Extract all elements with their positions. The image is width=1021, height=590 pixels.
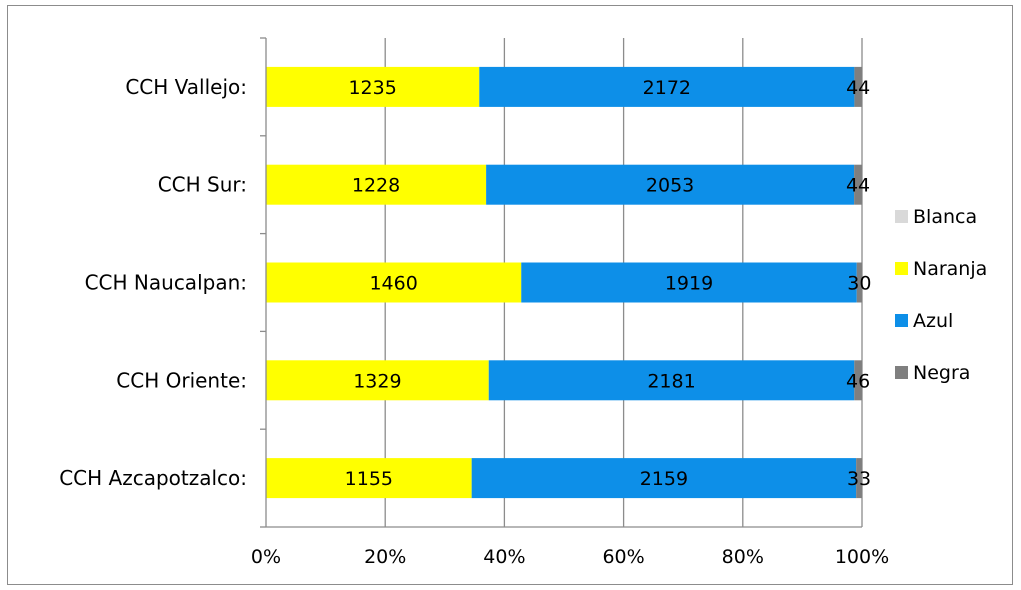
data-label-negra: 30: [847, 273, 871, 295]
bars: 1235 2172 44 1228 2053 44 1460 1919 30 1329 2181 46…: [266, 66, 871, 499]
bar-negra-cch-naucalpan: [856, 262, 862, 303]
category-label: CCH Azcapotzalco:: [59, 466, 247, 490]
legend-swatch-naranja: [895, 262, 908, 275]
data-label-naranja: 1235: [348, 77, 396, 99]
axes: [260, 37, 862, 528]
legend: Blanca Naranja Azul Negra: [895, 206, 987, 384]
legend-swatch-blanca: [895, 210, 908, 223]
x-tick-label: 0%: [251, 546, 281, 568]
bar-naranja-cch-naucalpan: [266, 262, 522, 303]
x-tick-label: 100%: [835, 546, 889, 568]
data-label-azul: 2053: [646, 175, 694, 197]
bar-azul-cch-naucalpan: [521, 262, 857, 303]
data-label-negra: 33: [847, 468, 871, 490]
bar-naranja-cch-sur: [266, 164, 487, 205]
x-tick-label: 20%: [364, 546, 406, 568]
data-label-naranja: 1460: [369, 273, 417, 295]
data-label-naranja: 1329: [353, 370, 401, 392]
data-label-naranja: 1155: [345, 468, 393, 490]
bar-azul-cch-sur: [486, 164, 855, 205]
bar-negra-cch-oriente: [854, 360, 862, 401]
legend-label-azul: Azul: [913, 310, 953, 332]
bar-azul-cch-vallejo: [479, 66, 855, 107]
data-label-azul: 2172: [643, 77, 691, 99]
bar-negra-cch-vallejo: [854, 66, 862, 107]
bar-negra-cch-azcapotzalco: [856, 458, 862, 499]
x-tick-label: 80%: [722, 546, 764, 568]
category-labels: CCH Vallejo: CCH Sur: CCH Naucalpan: CCH Or…: [59, 75, 247, 490]
bar-naranja-cch-oriente: [266, 360, 489, 401]
legend-label-naranja: Naranja: [913, 258, 987, 280]
data-label-azul: 2181: [647, 370, 695, 392]
data-label-azul: 1919: [665, 273, 713, 295]
category-label: CCH Naucalpan:: [85, 271, 247, 295]
legend-swatch-negra: [895, 366, 908, 379]
data-label-azul: 2159: [640, 468, 688, 490]
category-label: CCH Oriente:: [116, 368, 247, 392]
x-tick-labels: 0% 20% 40% 60% 80% 100%: [251, 546, 889, 568]
x-tick-label: 60%: [602, 546, 644, 568]
bar-azul-cch-oriente: [488, 360, 855, 401]
data-label-naranja: 1228: [352, 175, 400, 197]
legend-label-blanca: Blanca: [913, 206, 977, 228]
x-tick-label: 40%: [483, 546, 525, 568]
category-label: CCH Vallejo:: [125, 75, 247, 99]
bar-naranja-cch-azcapotzalco: [266, 458, 472, 499]
data-label-negra: 44: [846, 77, 870, 99]
data-label-negra: 46: [846, 370, 870, 392]
bar-azul-cch-azcapotzalco: [471, 458, 857, 499]
bar-naranja-cch-vallejo: [266, 66, 480, 107]
legend-swatch-azul: [895, 314, 908, 327]
category-label: CCH Sur:: [158, 173, 247, 197]
bar-negra-cch-sur: [854, 164, 862, 205]
legend-label-negra: Negra: [913, 362, 970, 384]
data-label-negra: 44: [846, 175, 870, 197]
